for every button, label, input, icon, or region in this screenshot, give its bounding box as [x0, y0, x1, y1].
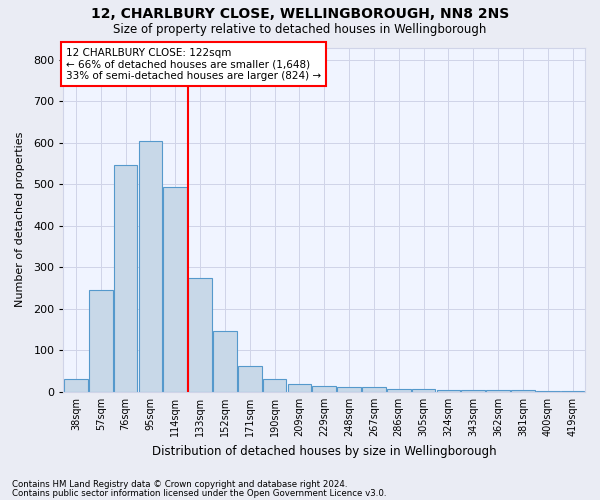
Bar [163, 186, 187, 392]
Text: 12 CHARLBURY CLOSE: 122sqm
← 66% of detached houses are smaller (1,648)
33% of s: 12 CHARLBURY CLOSE: 122sqm ← 66% of deta… [66, 48, 321, 80]
Text: Contains public sector information licensed under the Open Government Licence v3: Contains public sector information licen… [12, 488, 386, 498]
Bar [461, 390, 485, 392]
Bar [263, 380, 286, 392]
Bar [511, 390, 535, 392]
Bar [89, 290, 113, 392]
Text: Contains HM Land Registry data © Crown copyright and database right 2024.: Contains HM Land Registry data © Crown c… [12, 480, 347, 489]
Bar [313, 386, 336, 392]
Bar [412, 390, 436, 392]
Bar [337, 387, 361, 392]
Bar [362, 387, 386, 392]
Bar [536, 391, 560, 392]
Text: Size of property relative to detached houses in Wellingborough: Size of property relative to detached ho… [113, 22, 487, 36]
X-axis label: Distribution of detached houses by size in Wellingborough: Distribution of detached houses by size … [152, 444, 497, 458]
Bar [64, 380, 88, 392]
Bar [114, 164, 137, 392]
Bar [486, 390, 510, 392]
Bar [561, 391, 584, 392]
Bar [287, 384, 311, 392]
Bar [437, 390, 460, 392]
Text: 12, CHARLBURY CLOSE, WELLINGBOROUGH, NN8 2NS: 12, CHARLBURY CLOSE, WELLINGBOROUGH, NN8… [91, 8, 509, 22]
Bar [139, 141, 162, 392]
Bar [238, 366, 262, 392]
Bar [387, 388, 410, 392]
Bar [213, 330, 237, 392]
Y-axis label: Number of detached properties: Number of detached properties [15, 132, 25, 308]
Bar [188, 278, 212, 392]
